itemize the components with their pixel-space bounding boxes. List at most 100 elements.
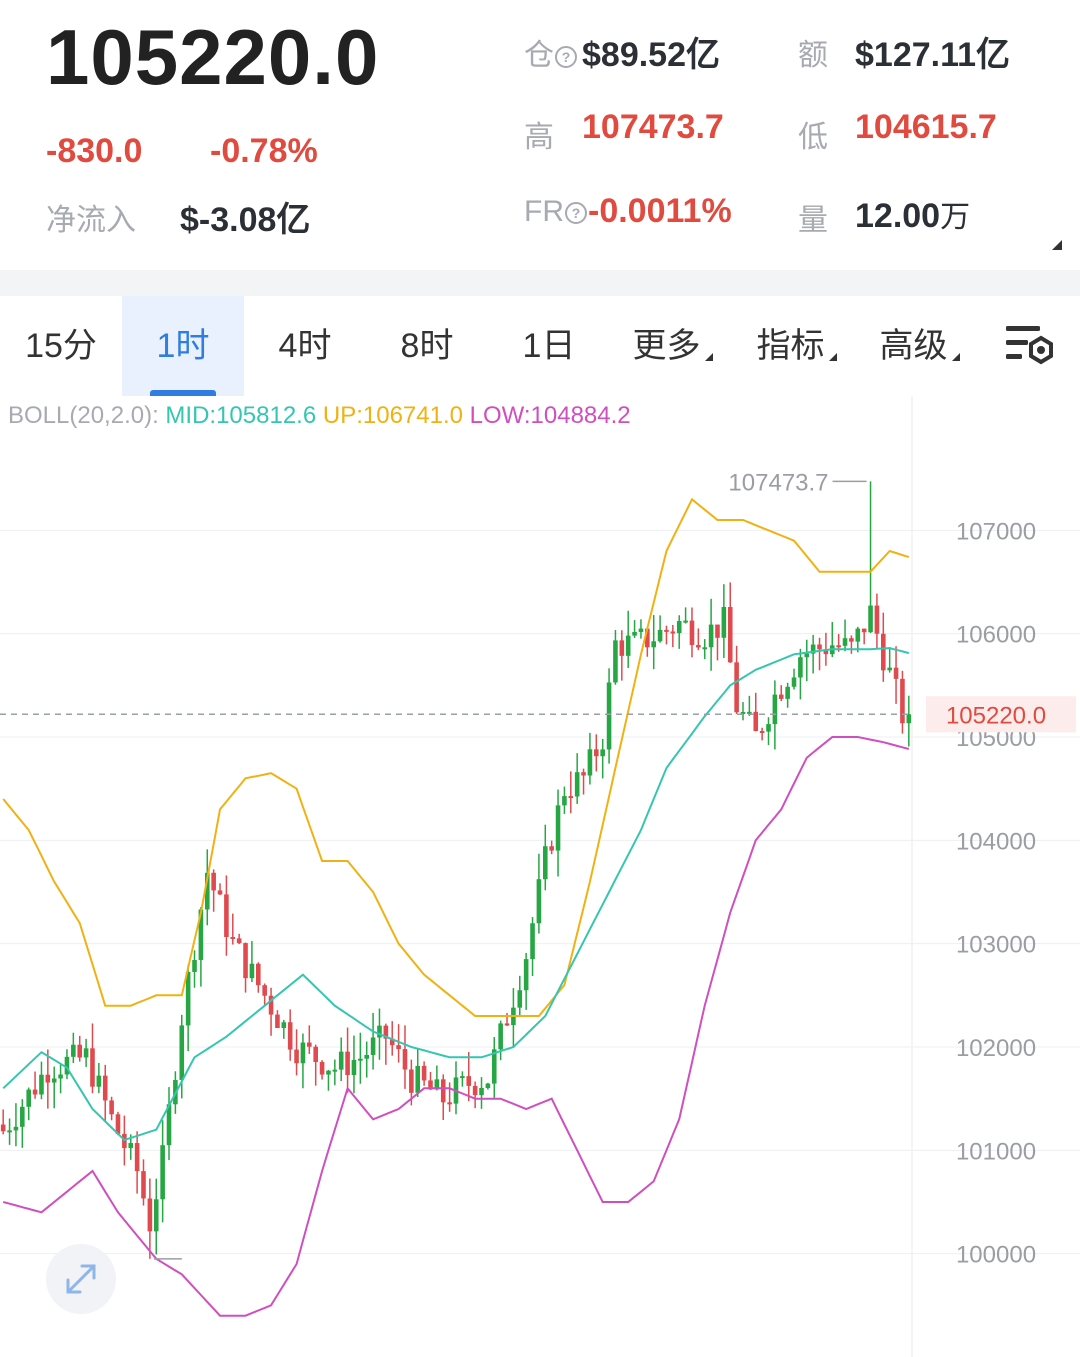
volume-value: 12.00万 [855, 192, 970, 236]
candle-body [83, 1048, 89, 1058]
candle-body [670, 631, 676, 634]
open-interest-label[interactable]: 仓? [524, 30, 577, 74]
candle-body [613, 640, 618, 683]
candle-body [715, 624, 720, 638]
expand-corner-icon[interactable] [1052, 240, 1062, 250]
candle-body [0, 1124, 6, 1132]
boll-low: LOW:104884.2 [469, 402, 631, 429]
y-axis-tick-label: 102000 [956, 1035, 1036, 1062]
candle-body [708, 624, 714, 648]
boll-upper-line [2, 497, 910, 1017]
y-axis-tick-label: 103000 [956, 932, 1036, 959]
turnover-label: 额 [798, 39, 828, 72]
candle-body [689, 620, 695, 646]
volume-label: 量 [798, 204, 828, 237]
volume-unit: 万 [940, 201, 971, 234]
candle-body [236, 938, 242, 944]
dropdown-icon [828, 353, 837, 361]
candle-body [472, 1085, 478, 1096]
ticker-header: 105220.0 -830.0 -0.78% 净流入 $-3.08亿 仓? $8… [0, 0, 1080, 270]
candle-body [32, 1089, 38, 1095]
help-icon[interactable]: ? [555, 46, 577, 69]
candle-body [230, 937, 236, 940]
candle-body [307, 1042, 312, 1047]
volume-number: 12.00 [855, 197, 941, 235]
tab-label: 指标 [756, 327, 825, 365]
candle-body [842, 638, 848, 646]
tab-label: 更多 [632, 327, 701, 365]
candle-body [51, 1078, 57, 1083]
candle-body [332, 1069, 338, 1072]
candle-body [460, 1076, 465, 1079]
low-value: 104615.7 [855, 108, 997, 146]
fullscreen-button[interactable] [46, 1244, 116, 1314]
candle-body [664, 629, 669, 632]
candle-body [491, 1049, 497, 1084]
candle-body [389, 1038, 395, 1046]
candle-body [415, 1065, 421, 1093]
candle-body [606, 682, 612, 750]
y-axis-tick-label: 107000 [956, 518, 1036, 545]
tab-4h[interactable]: 4时 [244, 296, 366, 396]
tab-advanced[interactable]: 高级 [858, 296, 981, 396]
candle-body [657, 629, 663, 642]
candle-body [817, 644, 822, 650]
candle-body [115, 1114, 121, 1134]
candle-body [7, 1130, 12, 1133]
candle-body [434, 1079, 440, 1090]
candle-body [683, 620, 688, 623]
y-axis-tick-label: 101000 [956, 1138, 1036, 1165]
candle-body [179, 1025, 185, 1080]
candlestick-chart[interactable]: 1000001010001020001030001040001050001060… [0, 396, 1080, 1357]
y-axis-tick-label: 104000 [956, 828, 1036, 855]
settings-icon[interactable] [1004, 322, 1056, 370]
candle-body [536, 879, 542, 924]
candle-body [887, 667, 892, 671]
candle-body [345, 1051, 350, 1076]
candle-body [409, 1069, 414, 1093]
candle-body [268, 995, 274, 1015]
candle-body [804, 653, 810, 658]
candle-body [791, 677, 797, 687]
candle-body [542, 846, 548, 880]
interval-tabs: 15分 1时 4时 8时 1日 更多 指标 高级 [0, 296, 1080, 396]
candle-body [562, 796, 567, 806]
candle-body [530, 923, 535, 960]
tab-1h[interactable]: 1时 [122, 296, 244, 396]
funding-rate-label[interactable]: FR? [524, 195, 587, 229]
candle-body [26, 1089, 31, 1107]
candle-body [727, 606, 733, 663]
candle-body [109, 1100, 114, 1115]
tab-8h[interactable]: 8时 [366, 296, 488, 396]
candle-body [58, 1074, 63, 1079]
y-axis-tick-label: 100000 [956, 1242, 1036, 1269]
candle-body [874, 605, 880, 634]
candle-body [868, 605, 873, 633]
help-icon[interactable]: ? [565, 202, 587, 225]
candle-body [141, 1171, 146, 1199]
candle-body [224, 894, 229, 938]
candle-body [836, 645, 841, 648]
tab-label: 高级 [879, 327, 948, 365]
candle-body [753, 711, 759, 731]
candle-body [185, 971, 191, 1026]
tab-more[interactable]: 更多 [610, 296, 735, 396]
candle-body [402, 1049, 408, 1070]
candle-body [211, 872, 216, 891]
tab-15m[interactable]: 15分 [0, 296, 122, 396]
candle-body [479, 1087, 484, 1096]
price-change-percent: -0.78% [210, 132, 318, 170]
candle-body [447, 1102, 452, 1105]
candle-body [517, 990, 523, 1008]
tab-indicators[interactable]: 指标 [735, 296, 858, 396]
candle-body [849, 638, 854, 642]
candle-body [39, 1074, 44, 1095]
candle-body [383, 1025, 389, 1039]
open-interest-value: $89.52亿 [582, 36, 720, 74]
candle-body [204, 872, 210, 910]
candle-body [651, 641, 657, 648]
candle-body [13, 1126, 19, 1131]
dropdown-icon [704, 353, 713, 361]
low-label: 低 [798, 121, 828, 154]
tab-1d[interactable]: 1日 [488, 296, 610, 396]
